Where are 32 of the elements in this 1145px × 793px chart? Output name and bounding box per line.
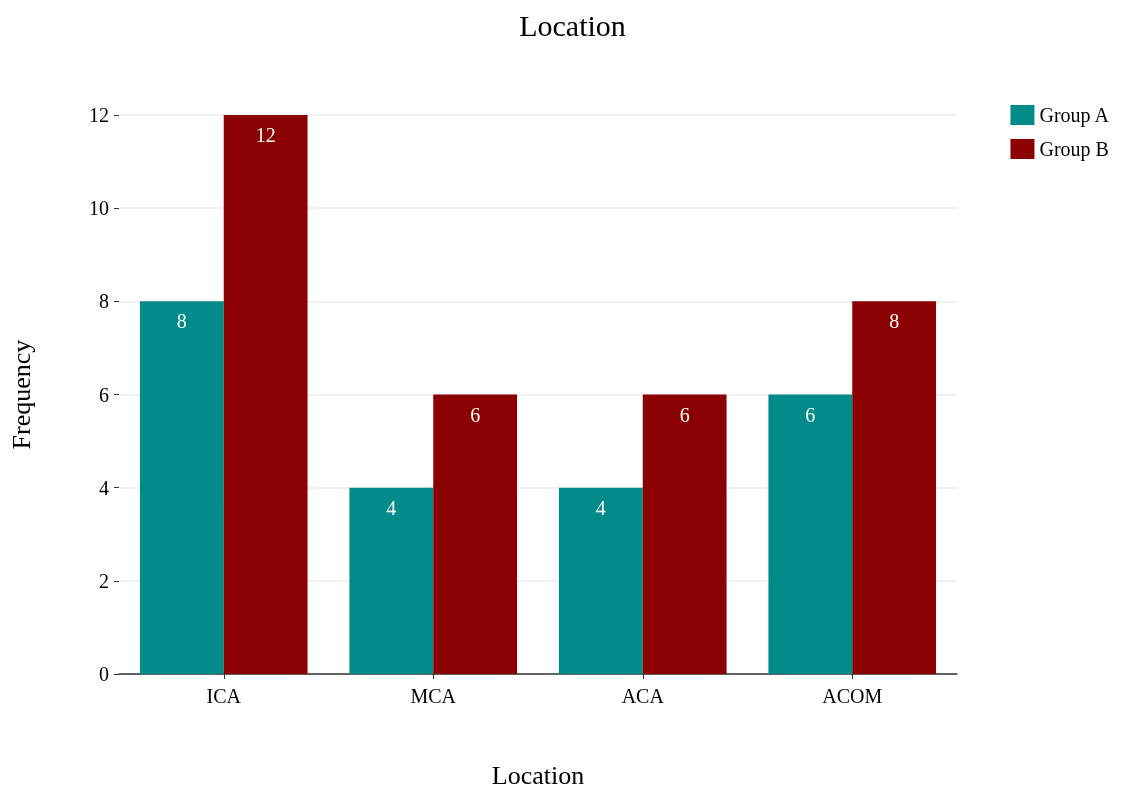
- data-label: 4: [595, 496, 606, 519]
- data-label: 8: [176, 310, 187, 333]
- legend-label: Group A: [1039, 104, 1110, 127]
- x-axis-title: Location: [491, 760, 585, 790]
- data-label: 6: [679, 403, 690, 426]
- y-tick-label: 12: [89, 104, 109, 126]
- data-label: 6: [805, 403, 816, 426]
- bar: [852, 301, 937, 674]
- data-label: 8: [889, 310, 900, 333]
- bar: [768, 394, 853, 674]
- chart-title: Location: [519, 8, 626, 42]
- bar: [558, 487, 643, 674]
- x-tick-label: ACA: [621, 685, 665, 707]
- data-label: 4: [386, 496, 397, 519]
- bar: [433, 394, 518, 674]
- y-tick-label: 4: [99, 476, 109, 499]
- bar: [139, 301, 224, 674]
- x-tick-label: MCA: [410, 685, 457, 707]
- bar: [349, 487, 434, 674]
- y-tick-label: 10: [89, 197, 109, 220]
- x-tick-label: ACOM: [822, 685, 883, 707]
- data-label: 12: [255, 124, 276, 146]
- y-axis-title: Frequency: [6, 339, 36, 450]
- x-tick-label: ICA: [206, 685, 242, 707]
- y-tick-label: 0: [99, 663, 109, 685]
- y-tick-label: 2: [99, 569, 109, 592]
- bar: [223, 115, 308, 674]
- y-tick-label: 6: [99, 383, 109, 406]
- data-label: 6: [470, 403, 481, 426]
- legend-label: Group B: [1039, 138, 1109, 161]
- bar: [642, 394, 727, 674]
- y-tick-label: 8: [99, 290, 109, 313]
